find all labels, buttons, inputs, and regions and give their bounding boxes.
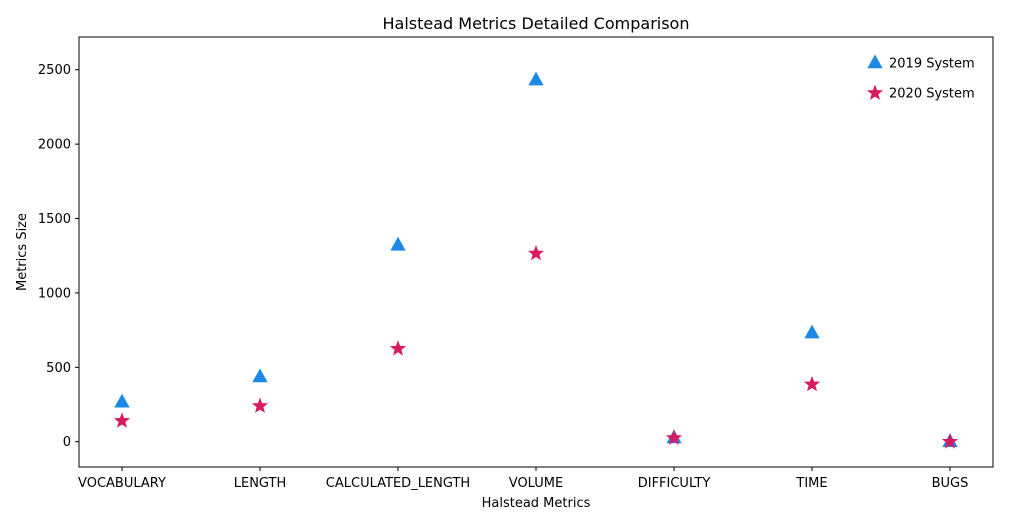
data-marks	[113, 71, 959, 449]
y-tick-label: 1500	[38, 212, 71, 227]
x-tick-label: VOLUME	[509, 476, 563, 491]
x-tick-label: TIME	[795, 476, 827, 491]
legend-label-2020-system: 2020 System	[889, 87, 975, 102]
legend-marker-2019-system	[867, 54, 883, 69]
data-point-2020-system	[113, 412, 131, 428]
legend: 2019 System 2020 System	[866, 54, 975, 102]
data-point-2019-system	[804, 324, 820, 339]
x-tick-label: VOCABULARY	[78, 476, 166, 491]
data-point-2020-system	[803, 375, 821, 392]
x-tick-label: DIFFICULTY	[638, 476, 711, 491]
data-point-2020-system	[665, 429, 683, 445]
y-tick-label: 500	[46, 361, 71, 376]
chart-title: Halstead Metrics Detailed Comparison	[383, 14, 690, 33]
x-tick-label: CALCULATED_LENGTH	[326, 476, 470, 491]
data-point-2020-system	[251, 397, 269, 413]
data-point-2019-system	[390, 236, 406, 251]
x-tick-label: BUGS	[932, 476, 969, 491]
data-point-2019-system	[528, 71, 544, 86]
y-tick-label: 0	[63, 435, 71, 450]
y-tick-label: 2000	[38, 138, 71, 153]
data-point-2020-system	[527, 244, 545, 261]
y-tick-label: 1000	[38, 286, 71, 301]
x-tick-label: LENGTH	[234, 476, 287, 491]
data-point-2020-system	[389, 340, 407, 356]
y-tick-label: 2500	[38, 63, 71, 78]
x-axis: VOCABULARY LENGTH CALCULATED_LENGTH VOLUME D…	[78, 467, 968, 491]
y-axis: 0 500 1000 1500 2000 2500	[38, 63, 79, 450]
legend-marker-2020-system	[866, 84, 884, 100]
y-axis-label: Metrics Size	[15, 213, 30, 291]
data-point-2020-system	[941, 433, 959, 449]
data-point-2019-system	[114, 393, 130, 408]
x-axis-label: Halstead Metrics	[482, 496, 591, 511]
legend-label-2019-system: 2019 System	[889, 57, 975, 72]
data-point-2019-system	[252, 368, 268, 383]
